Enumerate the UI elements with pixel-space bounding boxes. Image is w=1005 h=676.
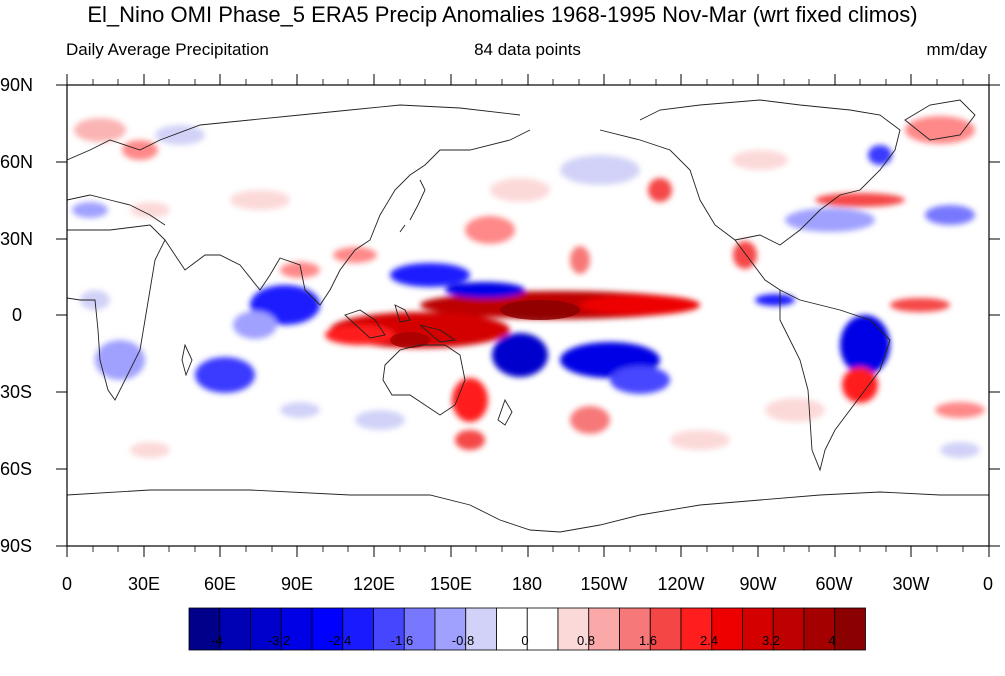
lon-label-90e: 90E [280,574,314,594]
lat-label-90s: 90S [0,536,33,556]
lat-label-eq: 0 [12,305,23,325]
lon-label-180: 180 [511,574,543,594]
colorbar-label: -4 [211,633,223,648]
colorbar-swatch [311,607,344,651]
colorbar-label: -3.2 [267,633,291,648]
subtitle-left: Daily Average Precipitation [66,40,269,59]
colorbar-swatch [280,607,313,651]
lon-label-30e: 30E [127,574,161,594]
colorbar-swatch [342,607,374,651]
colorbar [188,607,866,651]
lon-label-0: 0 [61,574,72,594]
colorbar-swatch [188,607,221,651]
colorbar-label: 2.4 [699,633,719,648]
subtitle-right: mm/day [926,40,987,59]
colorbar-swatch [465,607,497,651]
colorbar-swatch [680,607,713,651]
lat-label-60s: 60S [0,459,33,479]
colorbar-label: -0.8 [451,633,475,648]
minor-ticks [92,79,964,552]
colorbar-swatch [834,607,866,651]
colorbar-label: 4 [828,633,836,648]
lat-label-90n: 90N [0,75,34,95]
colorbar-swatch [772,607,805,651]
colorbar-label: -2.4 [328,633,352,648]
map-title: El_Nino OMI Phase_5 ERA5 Precip Anomalie… [87,2,918,27]
colorbar-label: 1.6 [638,633,658,648]
lon-label-120e: 120E [352,574,396,594]
colorbar-swatch [403,607,436,651]
colorbar-swatch [803,607,836,651]
lon-label-30w: 30W [892,574,930,594]
colorbar-label: -1.6 [390,633,414,648]
lat-label-60n: 60N [0,152,34,172]
coastlines [67,99,989,533]
lon-label-0-end: 0 [982,574,993,594]
colorbar-swatch [526,607,559,651]
anomaly-field [72,116,985,458]
lon-label-150e: 150E [429,574,473,594]
colorbar-label: 0 [521,633,529,648]
lat-label-30s: 30S [0,382,33,402]
colorbar-swatch [373,607,405,651]
lon-label-90w: 90W [739,574,777,594]
colorbar-swatch [711,607,743,651]
colorbar-swatch [619,607,651,651]
lat-label-30n: 30N [0,229,34,249]
lon-label-60w: 60W [815,574,853,594]
lon-label-120w: 120W [657,574,705,594]
colorbar-swatch [742,607,774,651]
axis-ticks [56,74,1000,557]
lon-label-60e: 60E [203,574,237,594]
colorbar-label: 0.8 [576,633,596,648]
colorbar-label: 3.2 [761,633,781,648]
colorbar-swatch [588,607,620,651]
colorbar-swatch [219,607,251,651]
lon-label-150w: 150W [580,574,628,594]
subtitle-center: 84 data points [474,40,581,59]
